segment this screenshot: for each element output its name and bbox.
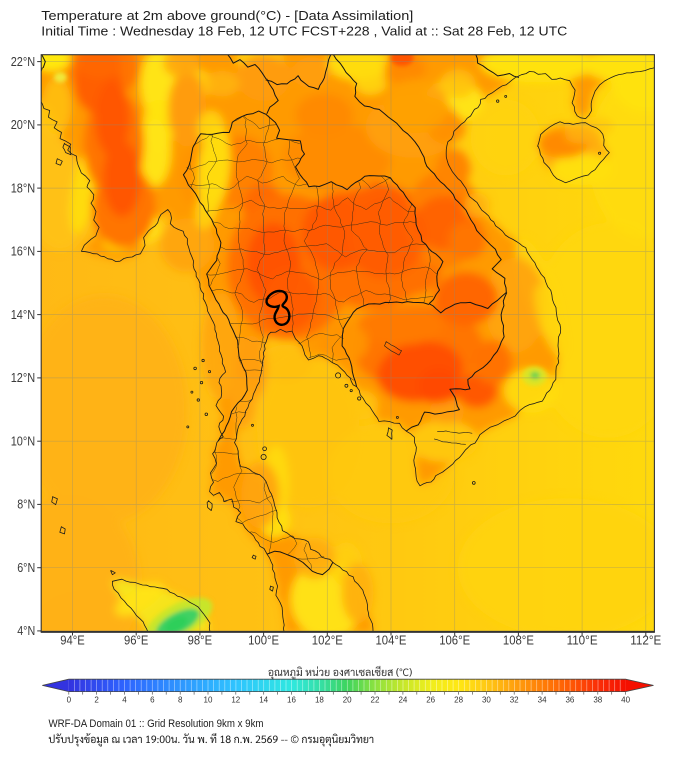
- svg-text:10°N: 10°N: [11, 435, 36, 449]
- svg-text:14°N: 14°N: [11, 308, 36, 322]
- svg-text:16°N: 16°N: [11, 245, 36, 259]
- svg-text:24: 24: [398, 696, 407, 705]
- svg-text:38: 38: [593, 696, 602, 705]
- svg-text:106°E: 106°E: [439, 634, 470, 648]
- svg-text:28: 28: [454, 696, 463, 705]
- svg-text:26: 26: [426, 696, 435, 705]
- svg-text:34: 34: [538, 696, 547, 705]
- svg-text:12°N: 12°N: [11, 371, 36, 385]
- svg-text:8°N: 8°N: [17, 498, 35, 512]
- svg-text:22: 22: [371, 696, 380, 705]
- svg-text:0: 0: [67, 696, 72, 705]
- svg-text:WRF-DA Domain 01 :: Grid Resol: WRF-DA Domain 01 :: Grid Resolution 9km …: [49, 718, 264, 730]
- svg-text:32: 32: [510, 696, 519, 705]
- svg-text:102°E: 102°E: [312, 634, 343, 648]
- svg-text:Initial Time : Wednesday 18 Fe: Initial Time : Wednesday 18 Feb, 12 UTC …: [41, 25, 567, 39]
- svg-text:4°N: 4°N: [17, 624, 35, 638]
- svg-text:22°N: 22°N: [11, 55, 36, 69]
- svg-text:16: 16: [287, 696, 296, 705]
- svg-text:2: 2: [94, 696, 99, 705]
- svg-text:4: 4: [122, 696, 127, 705]
- svg-text:110°E: 110°E: [567, 634, 598, 648]
- svg-text:112°E: 112°E: [630, 634, 661, 648]
- svg-text:108°E: 108°E: [503, 634, 534, 648]
- svg-text:30: 30: [482, 696, 491, 705]
- svg-text:100°E: 100°E: [248, 634, 279, 648]
- svg-text:40: 40: [621, 696, 630, 705]
- svg-text:96°E: 96°E: [124, 634, 149, 648]
- svg-text:18°N: 18°N: [11, 181, 36, 195]
- svg-text:104°E: 104°E: [376, 634, 407, 648]
- svg-text:14: 14: [259, 696, 268, 705]
- svg-text:12: 12: [231, 696, 240, 705]
- svg-text:20°N: 20°N: [11, 118, 36, 132]
- svg-text:98°E: 98°E: [188, 634, 213, 648]
- svg-text:Temperature at 2m above ground: Temperature at 2m above ground(°C) - [Da…: [41, 9, 413, 23]
- svg-text:10: 10: [204, 696, 213, 705]
- svg-text:20: 20: [343, 696, 352, 705]
- svg-text:8: 8: [178, 696, 183, 705]
- svg-text:94°E: 94°E: [60, 634, 85, 648]
- svg-text:6°N: 6°N: [17, 561, 35, 575]
- svg-text:36: 36: [565, 696, 574, 705]
- svg-text:18: 18: [315, 696, 324, 705]
- svg-text:6: 6: [150, 696, 155, 705]
